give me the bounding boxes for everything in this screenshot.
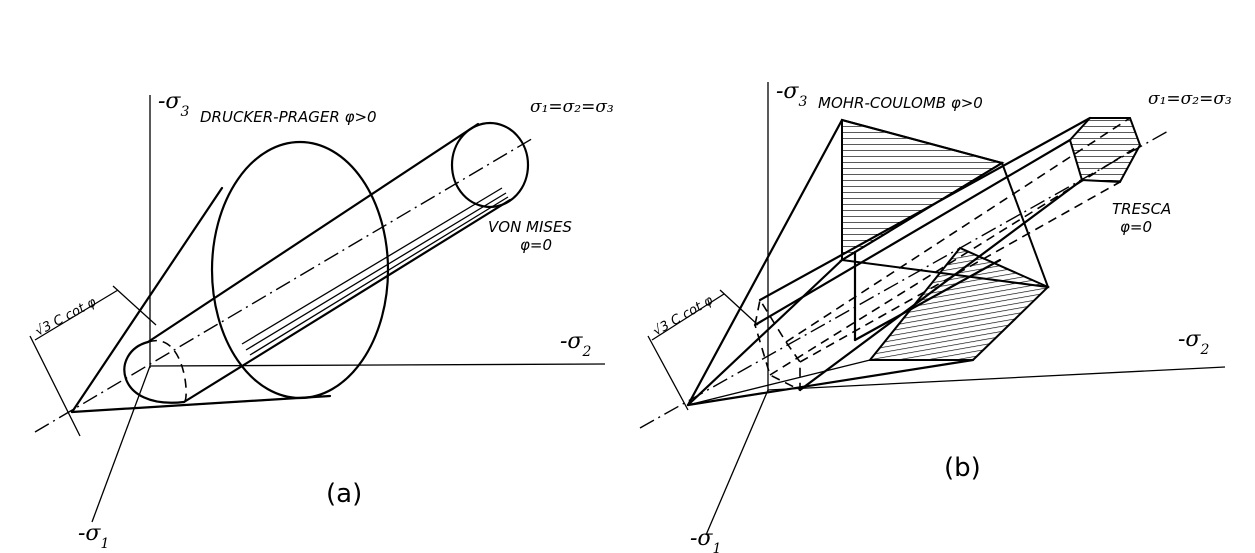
axis-sigma2-b [767, 366, 1226, 391]
cylinder-hidden-section-a [147, 339, 187, 403]
panel-a: √3 C cot φ -σ3 -σ2 -σ1 σ₁=σ₂=σ₃ DRUCKER-… [29, 89, 614, 552]
prism-edge-2 [758, 116, 1092, 302]
pyramid-edge-3 [686, 358, 975, 407]
hydro-axis-label-a: σ₁=σ₂=σ₃ [530, 97, 614, 117]
tresca-condition: φ=0 [1120, 218, 1152, 236]
cylinder-shade-a1 [241, 187, 503, 345]
tresca-label: TRESCA [1112, 200, 1171, 218]
sigma1-label-b: -σ1 [690, 526, 721, 553]
pyramid-edge-2 [686, 258, 844, 407]
von-mises-end-a [450, 121, 530, 209]
sigma3-label-b: -σ3 [776, 79, 807, 110]
axis-sigma2-a [149, 363, 606, 367]
sigma3-label-a: -σ3 [158, 89, 189, 120]
prism-hidden-edge-3 [799, 181, 1121, 363]
axis-sigma1-b [705, 389, 769, 536]
caption-a: (a) [326, 479, 362, 509]
prism-edge-3 [798, 178, 1084, 392]
sigma2-label-b: -σ2 [1178, 327, 1209, 358]
dimension-witness-b1 [647, 335, 689, 411]
dimension-line-a [34, 289, 119, 341]
hydrostatic-axis-a [34, 136, 536, 433]
cone-generator-upper-a [70, 186, 224, 414]
sigma1-label-a: -σ1 [78, 521, 109, 552]
dimension-label-b: √3 C cot φ [651, 293, 717, 340]
prism-hidden-section [754, 297, 801, 392]
von-mises-label: VON MISES [488, 218, 572, 236]
dimension-label-a: √3 C cot φ [33, 295, 99, 340]
cylinder-near-section-a [123, 340, 186, 404]
pyramid-rim-top [840, 118, 1004, 165]
cylinder-bottom-edge-a [182, 198, 512, 404]
sigma2-label-a: -σ2 [560, 329, 591, 360]
caption-b: (b) [944, 453, 981, 483]
mohr-coulomb-face-lower [867, 246, 1050, 361]
cylinder-top-edge-a [146, 122, 480, 344]
dimension-line-b [651, 293, 725, 341]
cylinder-shade-a3 [249, 196, 509, 356]
von-mises-condition: φ=0 [520, 236, 552, 254]
cylinder-shade-a2 [245, 192, 507, 351]
prism-edge-1 [753, 138, 1072, 327]
drucker-prager-label: DRUCKER-PRAGER φ>0 [200, 108, 377, 126]
drucker-prager-section-a [210, 140, 390, 400]
dimension-witness-b2 [719, 289, 759, 326]
prism-hidden-edge-1 [785, 117, 1131, 343]
mohr-coulomb-label: MOHR-COULOMB φ>0 [818, 94, 983, 112]
cone-shade-a2 [71, 399, 271, 413]
dimension-witness-a1 [29, 335, 81, 437]
panel-b: √3 C cot φ -σ3 -σ2 -σ1 σ₁=σ₂=σ₃ MOHR-COU… [639, 79, 1232, 553]
pyramid-edge-1 [686, 118, 844, 407]
prism-hidden-edge-2 [769, 144, 1141, 376]
pyramid-edge-4 [687, 359, 871, 406]
prism-lower-edge [853, 258, 1002, 342]
dimension-witness-a2 [112, 285, 157, 326]
axis-sigma1-a [91, 365, 151, 523]
hydro-axis-label-b: σ₁=σ₂=σ₃ [1148, 89, 1232, 109]
